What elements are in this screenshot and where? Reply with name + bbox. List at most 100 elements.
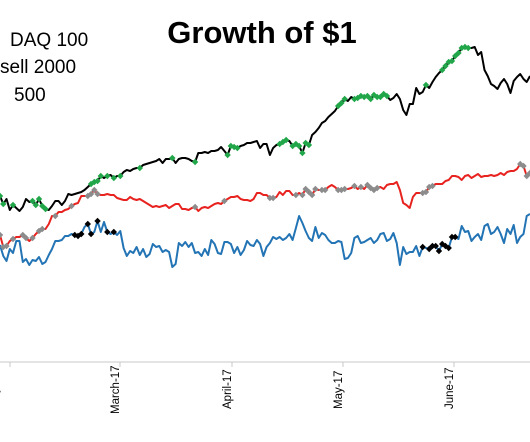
series-marker-1 [3, 242, 10, 250]
legend-label-sp500: 500 [14, 85, 46, 106]
legend: DAQ 100 sell 2000 500 [0, 30, 88, 106]
series-marker-0 [455, 49, 462, 57]
series-marker-1 [221, 197, 228, 205]
series-marker-1 [429, 182, 436, 190]
series-marker-1 [39, 225, 46, 233]
series-marker-0 [289, 142, 296, 150]
series-marker-1 [0, 231, 4, 239]
series-marker-2 [445, 244, 452, 252]
series-marker-1 [0, 243, 7, 251]
series-marker-0 [234, 144, 241, 152]
series-marker-0 [302, 139, 309, 147]
series-marker-0 [224, 151, 231, 159]
x-tick-label-june: June-17 [444, 367, 456, 409]
series-marker-1 [91, 186, 98, 194]
series-marker-1 [269, 194, 277, 202]
series-marker-2 [110, 228, 118, 236]
series-marker-0 [422, 81, 430, 89]
x-tick-label-may: May-17 [333, 371, 345, 409]
x-tick-label-march: March-17 [110, 365, 122, 414]
series-marker-1 [341, 185, 348, 193]
series-marker-1 [35, 227, 43, 235]
series-marker-2 [429, 242, 436, 250]
series-marker-0 [0, 192, 4, 200]
series-marker-1 [364, 181, 371, 189]
series-marker-1 [19, 231, 26, 239]
series-marker-2 [435, 247, 443, 255]
series-marker-2 [448, 233, 456, 241]
series-marker-1 [334, 186, 342, 194]
series-marker-2 [439, 240, 446, 248]
series-marker-0 [39, 202, 46, 210]
series-marker-0 [117, 172, 124, 180]
series-marker-1 [292, 191, 300, 199]
series-marker-0 [29, 197, 36, 205]
series-marker-0 [104, 172, 111, 180]
series-marker-1 [426, 183, 433, 191]
series-marker-1 [266, 194, 274, 202]
series-marker-2 [94, 217, 101, 225]
series-marker-2 [74, 232, 82, 240]
series-marker-1 [422, 188, 430, 196]
series-marker-1 [321, 186, 329, 194]
series-marker-1 [338, 186, 345, 194]
x-tick-labels: ebruary-17 March-17 April-17 May-17 June… [0, 365, 456, 426]
series-marker-2 [71, 231, 78, 239]
marker-layer [0, 43, 530, 255]
series-marker-2 [84, 220, 91, 228]
series-marker-0 [465, 44, 472, 52]
series-marker-0 [383, 92, 391, 100]
series-marker-0 [299, 149, 306, 157]
series-marker-1 [84, 192, 91, 200]
legend-label-russell: sell 2000 [0, 57, 76, 78]
series-marker-0 [169, 154, 176, 162]
series-marker-1 [87, 190, 95, 198]
series-marker-0 [35, 195, 43, 203]
series-marker-0 [442, 62, 449, 70]
series-marker-1 [520, 162, 527, 170]
series-marker-1 [302, 185, 309, 193]
series-marker-0 [87, 180, 95, 188]
series-marker-0 [439, 66, 446, 74]
series-marker-1 [52, 212, 59, 220]
series-marker-1 [367, 184, 374, 192]
series-marker-0 [448, 57, 456, 65]
series-marker-1 [299, 191, 306, 199]
series-marker-2 [104, 228, 111, 236]
legend-label-nasdaq: DAQ 100 [10, 30, 88, 51]
series-marker-0 [94, 177, 101, 185]
series-marker-1 [357, 183, 365, 191]
series-marker-2 [432, 242, 439, 250]
series-marker-1 [373, 184, 381, 192]
chart-title: Growth of $1 [167, 15, 356, 50]
x-tick-label-february: ebruary-17 [0, 370, 1, 426]
series-marker-0 [191, 158, 199, 166]
x-tick-label-april: April-17 [222, 369, 234, 409]
series-marker-1 [308, 191, 316, 199]
series-marker-0 [373, 93, 381, 101]
series-marker-1 [94, 190, 101, 198]
series-marker-2 [419, 243, 426, 251]
series-marker-0 [42, 205, 49, 213]
series-marker-1 [305, 188, 313, 196]
series-marker-0 [338, 99, 345, 107]
series-marker-1 [419, 189, 426, 197]
series-marker-2 [87, 230, 95, 238]
series-marker-0 [32, 201, 39, 209]
series-marker-1 [351, 182, 358, 190]
series-marker-2 [78, 230, 85, 238]
series-marker-0 [367, 95, 374, 103]
series-marker-1 [191, 203, 199, 211]
series-marker-1 [29, 234, 36, 242]
series-marker-0 [295, 142, 303, 150]
series-marker-0 [279, 138, 287, 146]
series-marker-0 [110, 174, 118, 182]
series-marker-0 [305, 141, 313, 149]
series-marker-1 [517, 160, 524, 168]
series-marker-0 [97, 172, 104, 180]
series-marker-1 [9, 235, 17, 243]
series-marker-2 [452, 233, 459, 241]
series-marker-1 [312, 185, 319, 193]
